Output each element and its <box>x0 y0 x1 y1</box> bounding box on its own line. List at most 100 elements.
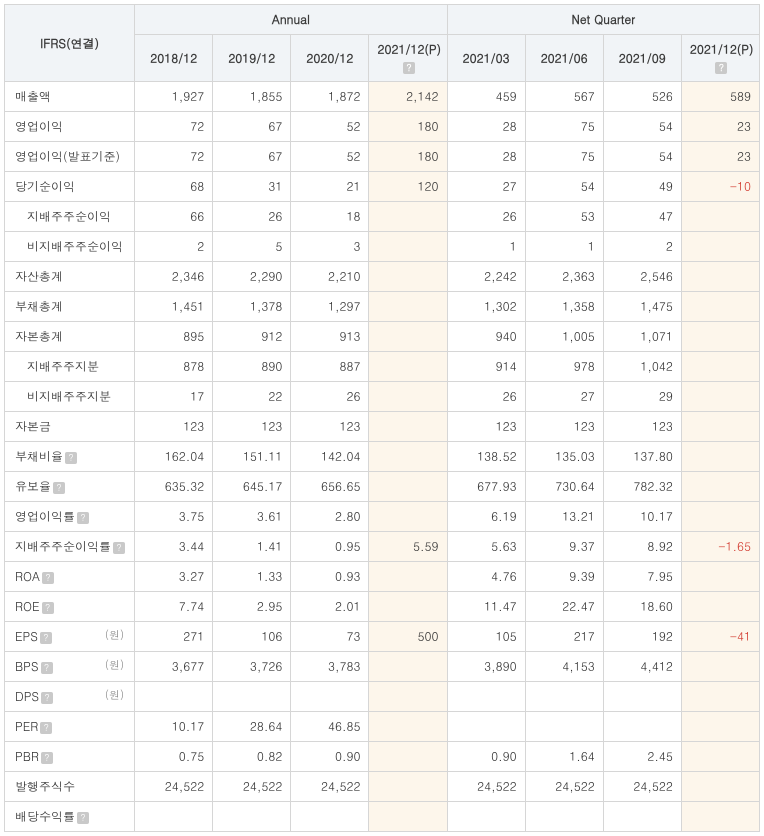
table-row: PBR?0.750.820.900.901.642.45 <box>5 742 760 772</box>
data-cell: 1.64 <box>525 742 603 772</box>
help-icon[interactable]: ? <box>403 62 415 74</box>
data-cell: 10.17 <box>135 712 213 742</box>
data-cell <box>681 742 759 772</box>
row-label: 자본금 <box>5 412 135 442</box>
data-cell: 137.80 <box>603 442 681 472</box>
row-label: 지배주주순이익 <box>5 202 135 232</box>
row-label: 자본총계 <box>5 322 135 352</box>
data-cell: 0.75 <box>135 742 213 772</box>
help-icon[interactable]: ? <box>77 512 89 524</box>
data-cell <box>369 712 447 742</box>
help-icon[interactable]: ? <box>41 752 53 764</box>
help-icon[interactable]: ? <box>77 812 89 824</box>
data-cell: 1,927 <box>135 82 213 112</box>
data-cell: 49 <box>603 172 681 202</box>
data-cell: 912 <box>213 322 291 352</box>
data-cell <box>135 682 213 712</box>
data-cell: 28 <box>447 112 525 142</box>
data-cell: 9.37 <box>525 532 603 562</box>
data-cell <box>369 442 447 472</box>
help-icon[interactable]: ? <box>113 542 125 554</box>
data-cell: -41 <box>681 622 759 652</box>
data-cell: 23 <box>681 142 759 172</box>
data-cell <box>369 352 447 382</box>
data-cell: 3,890 <box>447 652 525 682</box>
data-cell: 5.59 <box>369 532 447 562</box>
data-cell <box>603 712 681 742</box>
data-cell: 1,451 <box>135 292 213 322</box>
help-icon[interactable]: ? <box>715 62 727 74</box>
data-cell <box>681 472 759 502</box>
data-cell: 27 <box>447 172 525 202</box>
data-cell: 2,346 <box>135 262 213 292</box>
row-label: ROE? <box>5 592 135 622</box>
help-icon[interactable]: ? <box>42 602 54 614</box>
help-icon[interactable]: ? <box>41 692 53 704</box>
data-cell: 3.75 <box>135 502 213 532</box>
data-cell: 526 <box>603 82 681 112</box>
row-label-text: 영업이익 <box>15 118 63 135</box>
help-icon[interactable]: ? <box>65 452 77 464</box>
row-label: 비지배주주지분 <box>5 382 135 412</box>
data-cell <box>369 382 447 412</box>
table-row: 당기순이익683121120275449-10 <box>5 172 760 202</box>
data-cell: 72 <box>135 112 213 142</box>
data-cell: 192 <box>603 622 681 652</box>
data-cell: 1,475 <box>603 292 681 322</box>
row-label: BPS?(원) <box>5 652 135 682</box>
data-cell: 47 <box>603 202 681 232</box>
row-label: 부채총계 <box>5 292 135 322</box>
help-icon[interactable]: ? <box>40 632 52 644</box>
data-cell: 28 <box>447 142 525 172</box>
data-cell: 567 <box>525 82 603 112</box>
period-header: 2019/12 <box>213 35 291 82</box>
table-row: PER?10.1728.6446.85 <box>5 712 760 742</box>
data-cell: 2,242 <box>447 262 525 292</box>
data-cell: 645.17 <box>213 472 291 502</box>
annual-group-header: Annual <box>135 5 447 35</box>
period-header: 2020/12 <box>291 35 369 82</box>
data-cell <box>369 472 447 502</box>
data-cell <box>681 322 759 352</box>
data-cell: 138.52 <box>447 442 525 472</box>
data-cell: 53 <box>525 202 603 232</box>
row-label: 영업이익(발표기준) <box>5 142 135 172</box>
data-cell: 24,522 <box>291 772 369 802</box>
help-icon[interactable]: ? <box>42 572 54 584</box>
data-cell: 0.95 <box>291 532 369 562</box>
data-cell: 978 <box>525 352 603 382</box>
row-label-text: 지배주주순이익 <box>27 208 111 225</box>
data-cell <box>681 772 759 802</box>
help-icon[interactable]: ? <box>40 722 52 734</box>
table-row: DPS?(원) <box>5 682 760 712</box>
row-label: 영업이익 <box>5 112 135 142</box>
row-label-text: 자본총계 <box>15 328 63 345</box>
data-cell: 730.64 <box>525 472 603 502</box>
data-cell: 635.32 <box>135 472 213 502</box>
data-cell: 180 <box>369 142 447 172</box>
row-label: 지배주주순이익률? <box>5 532 135 562</box>
data-cell: 656.65 <box>291 472 369 502</box>
row-label: 당기순이익 <box>5 172 135 202</box>
data-cell: 914 <box>447 352 525 382</box>
data-cell <box>447 712 525 742</box>
table-row: 영업이익72675218028755423 <box>5 112 760 142</box>
help-icon[interactable]: ? <box>53 482 65 494</box>
row-label-text: 지배주주지분 <box>27 358 99 375</box>
data-cell: 11.47 <box>447 592 525 622</box>
help-icon[interactable]: ? <box>41 662 53 674</box>
data-cell: 5.63 <box>447 532 525 562</box>
data-cell: 1,855 <box>213 82 291 112</box>
data-cell: 3,783 <box>291 652 369 682</box>
data-cell: 123 <box>135 412 213 442</box>
data-cell: 24,522 <box>525 772 603 802</box>
data-cell: 123 <box>291 412 369 442</box>
data-cell: 0.82 <box>213 742 291 772</box>
row-label: ROA? <box>5 562 135 592</box>
data-cell <box>681 382 759 412</box>
data-cell: 67 <box>213 142 291 172</box>
data-cell <box>369 592 447 622</box>
data-cell: 22 <box>213 382 291 412</box>
data-cell <box>681 562 759 592</box>
table-row: 자산총계2,3462,2902,2102,2422,3632,546 <box>5 262 760 292</box>
